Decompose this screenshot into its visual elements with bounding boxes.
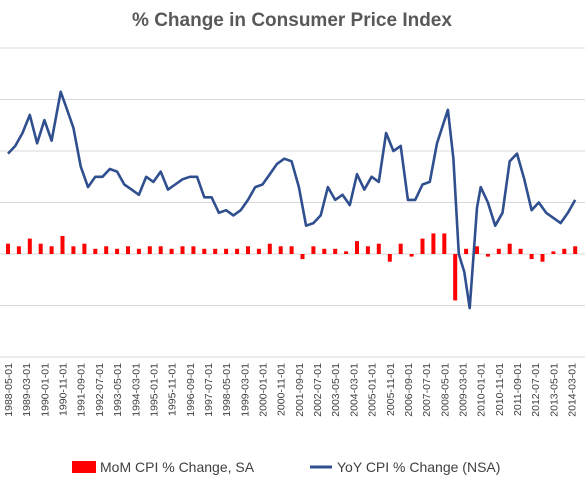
- legend-label-mom: MoM CPI % Change, SA: [100, 459, 255, 475]
- mom-bar: [387, 254, 392, 262]
- mom-bar: [71, 246, 76, 254]
- mom-bar: [300, 254, 305, 260]
- mom-bar: [126, 246, 130, 254]
- x-tick-label: 1990-11-01: [58, 363, 70, 416]
- x-tick-label: 2010-01-01: [476, 363, 488, 417]
- mom-bar: [518, 248, 523, 254]
- x-tick-label: 2005-01-01: [367, 363, 379, 417]
- legend: MoM CPI % Change, SA YoY CPI % Change (N…: [72, 459, 500, 475]
- x-tick-label: 2003-05-01: [330, 363, 342, 417]
- mom-bar: [224, 248, 229, 254]
- x-tick-label: 2010-11-01: [494, 363, 506, 416]
- mom-bar: [16, 246, 21, 254]
- x-tick-label: 2009-03-01: [458, 363, 470, 417]
- mom-bar: [147, 246, 152, 254]
- mom-bar: [38, 243, 43, 254]
- mom-bar: [158, 246, 163, 254]
- mom-bar: [496, 248, 501, 254]
- mom-bar: [376, 243, 381, 254]
- mom-bar: [475, 246, 479, 254]
- mom-bar: [398, 243, 403, 254]
- mom-bar: [256, 248, 261, 254]
- mom-bars: [6, 233, 578, 301]
- x-tick-label: 2007-07-01: [421, 363, 433, 417]
- mom-bar: [540, 254, 545, 262]
- mom-bar: [529, 254, 534, 260]
- mom-bar: [213, 248, 218, 254]
- x-tick-label: 1994-03-01: [130, 363, 142, 417]
- mom-bar: [49, 246, 54, 254]
- chart-title: % Change in Consumer Price Index: [132, 10, 452, 31]
- x-tick-label: 2006-09-01: [403, 363, 415, 417]
- mom-bar: [278, 246, 283, 254]
- mom-bar: [365, 246, 370, 254]
- legend-label-yoy: YoY CPI % Change (NSA): [337, 459, 500, 475]
- x-tick-label: 1989-03-01: [21, 363, 33, 417]
- x-tick-label: 2000-01-01: [258, 363, 270, 417]
- x-tick-label: 2004-03-01: [348, 363, 360, 417]
- x-tick-label: 2005-11-01: [385, 363, 397, 416]
- mom-bar: [420, 238, 425, 254]
- x-tick-label: 1993-05-01: [112, 363, 124, 417]
- mom-bar: [507, 243, 512, 254]
- mom-bar: [311, 246, 316, 254]
- x-tick-label: 2008-05-01: [439, 363, 451, 417]
- mom-bar: [93, 248, 98, 254]
- mom-bar: [485, 254, 490, 257]
- legend-swatch-mom: [72, 461, 96, 473]
- mom-bar: [60, 236, 65, 254]
- x-tick-label: 2014-03-01: [567, 363, 579, 417]
- yoy-line: [7, 90, 577, 310]
- mom-bar: [453, 254, 458, 301]
- mom-bar: [573, 246, 578, 254]
- mom-bar: [136, 248, 141, 254]
- x-tick-label: 2001-09-01: [294, 363, 306, 417]
- mom-bar: [246, 246, 250, 254]
- mom-bar: [169, 248, 174, 254]
- x-tick-label: 1996-09-01: [185, 363, 197, 417]
- mom-bar: [551, 251, 556, 254]
- mom-bar: [289, 246, 294, 254]
- x-tick-label: 2000-11-01: [276, 363, 288, 416]
- x-tick-label: 1991-09-01: [76, 363, 88, 417]
- x-tick-label: 1998-05-01: [221, 363, 233, 417]
- x-tick-label: 2013-05-01: [548, 363, 560, 417]
- mom-bar: [322, 248, 327, 254]
- mom-bar: [409, 254, 414, 257]
- x-tick-label: 1988-05-01: [3, 363, 15, 417]
- mom-bar: [104, 246, 109, 254]
- mom-bar: [562, 248, 567, 254]
- mom-bar: [267, 243, 272, 254]
- mom-bar: [6, 243, 10, 254]
- x-tick-label: 1992-07-01: [94, 363, 106, 417]
- mom-bar: [27, 238, 32, 254]
- x-tick-label: 2012-07-01: [530, 363, 542, 417]
- x-tick-label: 1995-01-01: [148, 363, 160, 417]
- mom-bar: [180, 246, 185, 254]
- mom-bar: [333, 248, 338, 254]
- mom-bar: [355, 241, 359, 254]
- x-tick-label: 1990-01-01: [39, 363, 51, 417]
- x-tick-labels: 1988-05-01 1989-03-01 1990-01-01 1990-11-01…: [3, 363, 579, 417]
- mom-bar: [431, 233, 436, 254]
- gridlines: [0, 47, 585, 358]
- mom-bar: [235, 248, 240, 254]
- x-tick-label: 2011-09-01: [512, 363, 524, 416]
- mom-bar: [115, 248, 120, 254]
- x-tick-label: 1995-11-01: [167, 363, 179, 416]
- x-tick-label: 2002-07-01: [312, 363, 324, 417]
- x-tick-label: 1997-07-01: [203, 363, 215, 417]
- mom-bar: [82, 243, 87, 254]
- mom-bar: [464, 248, 469, 254]
- mom-bar: [344, 251, 349, 254]
- mom-bar: [442, 233, 447, 254]
- x-tick-label: 1999-03-01: [239, 363, 251, 417]
- mom-bar: [202, 248, 207, 254]
- mom-bar: [191, 246, 196, 254]
